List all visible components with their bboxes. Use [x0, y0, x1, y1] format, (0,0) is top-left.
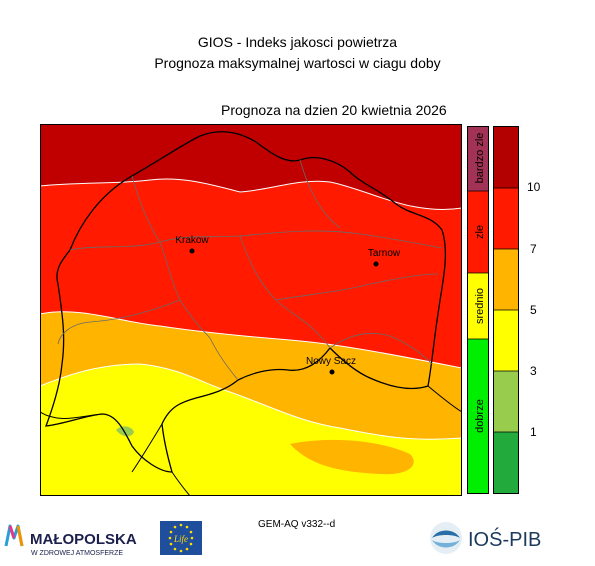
malopolska-logo-text: MAŁOPOLSKA: [30, 531, 137, 548]
scale-band: [493, 371, 519, 432]
malopolska-logo-subtext: W ZDROWEJ ATMOSFERZE: [31, 550, 123, 557]
city-krakow: Krakow: [175, 235, 209, 254]
color-scale: [493, 126, 519, 494]
city-tarnow: Tarnow: [368, 248, 401, 267]
scale-band: [493, 310, 519, 371]
malopolska-logo: MAŁOPOLSKA W ZDROWEJ ATMOSFERZE: [4, 520, 154, 565]
ios-pib-text: IOŚ-PIB: [468, 527, 541, 551]
scale-band: [493, 249, 519, 310]
title: GIOS - Indeks jakosci powietrza: [197, 34, 398, 50]
city-label: Nowy Sacz: [306, 356, 356, 367]
city-marker: [329, 369, 335, 375]
scale-label: 1: [530, 425, 537, 439]
category-legend: bardzo zle zle srednio dobrze: [467, 126, 489, 494]
scale-label: 7: [530, 242, 537, 256]
ios-pib-logo-graphic: IOŚ-PIB: [430, 522, 541, 554]
contour-line: [40, 311, 462, 369]
eu-life-logo: Life: [160, 521, 202, 560]
scale-band: [493, 432, 519, 494]
scale-band: [493, 126, 519, 188]
city-nowy-sacz: Nowy Sacz: [306, 356, 356, 375]
category-bad: [467, 191, 489, 273]
category-label-medium: srednio: [474, 288, 486, 324]
neighbour-border: [40, 385, 462, 496]
scale-band: [493, 188, 519, 249]
city-marker: [373, 261, 379, 267]
region-border: [45, 131, 447, 473]
category-label-good: dobrze: [474, 399, 486, 433]
ios-pib-logo: IOŚ-PIB: [428, 520, 558, 561]
scale-label: 10: [527, 180, 541, 194]
eu-flag-graphic: Life: [160, 521, 202, 555]
category-medium: [467, 273, 489, 339]
scale-label: 5: [530, 303, 537, 317]
map-frame: [40, 124, 462, 496]
category-label-bad: zle: [474, 225, 486, 239]
contour-line: [40, 363, 462, 440]
subtitle: Prognoza maksymalnej wartosci w ciagu do…: [154, 55, 441, 71]
malopolska-logo-graphic: MAŁOPOLSKA W ZDROWEJ ATMOSFERZE: [4, 524, 137, 557]
category-good: [467, 339, 489, 494]
city-label: Tarnow: [368, 248, 401, 259]
model-version: GEM-AQ v332--d: [258, 519, 336, 530]
contour-line: [40, 178, 462, 210]
category-very-bad: [467, 126, 489, 191]
map-zone-good-patch: [116, 426, 134, 437]
district-borders: [57, 159, 443, 381]
eu-life-text: Life: [173, 534, 188, 544]
category-label-very-bad: bardzo zle: [474, 133, 486, 184]
scale-label: 3: [530, 364, 537, 378]
city-marker: [189, 248, 195, 254]
forecast-map: Krakow Tarnow Nowy Sacz: [40, 124, 462, 496]
city-label: Krakow: [175, 235, 209, 246]
map-zone-medium-high-patch: [290, 439, 414, 475]
forecast-date: Prognoza na dzien 20 kwietnia 2026: [221, 102, 447, 118]
